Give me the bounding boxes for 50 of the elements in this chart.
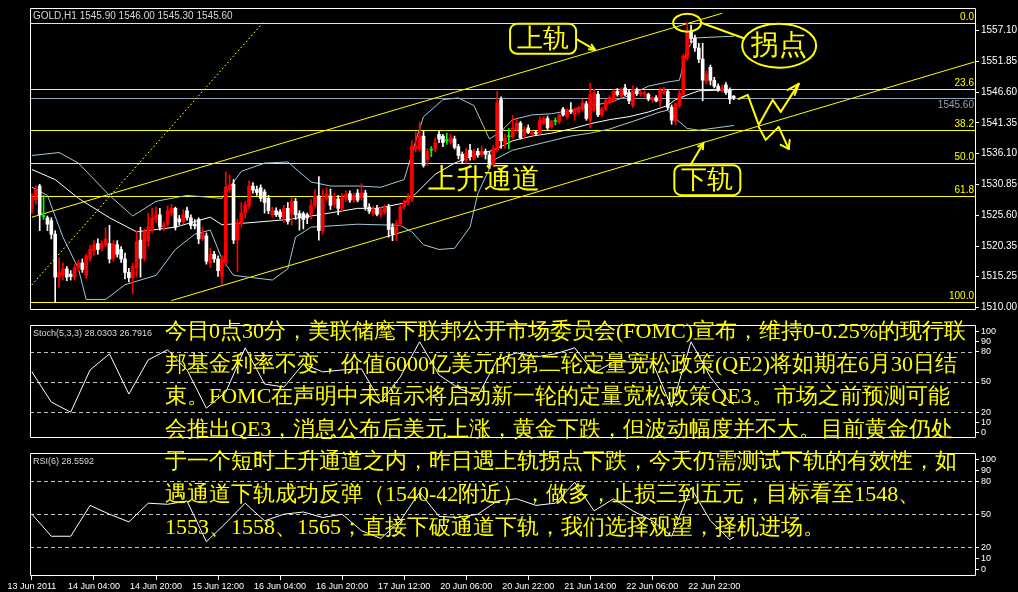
x-tick-label: 20 Jun 22:00 [502,580,555,591]
x-tick-label: 16 Jun 20:00 [316,580,369,591]
y-tick-label: 1551.85 [981,54,1018,66]
chart-title: Stoch(5,3,3) 28.0303 26.7916 [33,327,153,338]
y-tick-label: 80 [981,346,992,357]
x-tick-label: 17 Jun 12:00 [378,580,431,591]
annotation: 上升通道 [428,163,541,195]
x-tick-label: 13 Jun 2011 [7,580,57,591]
chart-title: GOLD,H1 1545.90 1546.00 1545.30 1545.60 [33,9,234,21]
y-tick-label: 10 [981,552,992,563]
y-tick-label: 1525.60 [981,209,1018,221]
y-tick-label: 1510.00 [981,300,1018,312]
y-tick-label: 20 [981,541,992,552]
y-tick-label: 20 [981,406,992,417]
x-tick-label: 22 Jun 06:00 [626,580,679,591]
x-tick-label: 20 Jun 06:00 [440,580,493,591]
y-tick-label: 100 [981,453,997,464]
y-tick-label: 90 [981,464,992,475]
x-tick-label: 14 Jun 04:00 [67,580,120,591]
x-tick-label: 16 Jun 04:00 [254,580,307,591]
ref-line-label: 23.6 [954,77,975,89]
x-tick-label: 15 Jun 12:00 [192,580,245,591]
y-tick-label: 1515.25 [981,269,1018,281]
y-tick-label: 50 [981,376,992,387]
chart-title: RSI(6) 28.5592 [33,455,95,466]
ref-line-label: 50.0 [954,151,975,163]
y-tick-label: 0 [981,563,987,574]
ref-line-label: 0.0 [960,11,975,23]
y-tick-label: 1557.10 [981,24,1018,36]
y-tick-label: 1541.35 [981,116,1018,128]
y-tick-label: 50 [981,508,992,519]
x-tick-label: 14 Jun 20:00 [129,580,183,591]
y-tick-label: 90 [981,336,992,347]
annotation: 拐点 [750,29,808,61]
annotation: 下轨 [681,164,734,194]
ref-line-label: 61.8 [954,184,975,196]
ref-line-label: 38.2 [954,118,975,130]
y-tick-label: 1536.10 [981,147,1018,159]
y-tick-label: 80 [981,475,992,486]
y-tick-label: 1530.85 [981,178,1018,190]
legend-label: 上轨 [517,23,570,53]
y-tick-label: 1546.60 [981,85,1018,97]
y-tick-label: 10 [981,416,992,427]
x-tick-label: 21 Jun 14:00 [564,580,617,591]
ref-line-label: 100.0 [948,290,975,302]
y-tick-label: 100 [981,326,997,337]
y-tick-label: 0 [981,426,987,437]
ref-line-label: 1545.60 [937,99,975,111]
y-tick-label: 1520.35 [981,240,1018,251]
x-tick-label: 22 Jun 22:00 [688,580,741,591]
